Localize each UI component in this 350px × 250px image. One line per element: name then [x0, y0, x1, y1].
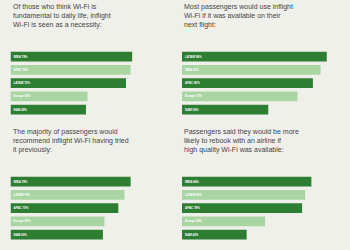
- svg-text:Europe 54%: Europe 54%: [185, 219, 202, 223]
- svg-text:APAC 85%: APAC 85%: [185, 81, 200, 85]
- svg-text:APAC 78%: APAC 78%: [14, 68, 29, 72]
- svg-text:NAM 49%: NAM 49%: [14, 108, 28, 112]
- svg-text:IMEA 78%: IMEA 78%: [14, 180, 28, 184]
- svg-text:NAM 60%: NAM 60%: [14, 233, 28, 237]
- svg-text:Of those who think Wi-Fi isfun: Of those who think Wi-Fi isfundamental t…: [13, 3, 111, 29]
- svg-text:APAC 78%: APAC 78%: [185, 206, 200, 210]
- svg-text:Europe 75%: Europe 75%: [185, 94, 202, 98]
- svg-text:Europe 61%: Europe 61%: [14, 219, 31, 223]
- svg-text:APAC 70%: APAC 70%: [14, 206, 29, 210]
- svg-text:Passengers said they would be: Passengers said they would be morelikely…: [184, 128, 299, 154]
- svg-text:IMEA 84%: IMEA 84%: [185, 180, 199, 184]
- svg-text:Europe 50%: Europe 50%: [14, 94, 31, 98]
- svg-text:LATAM 94%: LATAM 94%: [185, 55, 202, 59]
- svg-text:LATAM 75%: LATAM 75%: [14, 81, 31, 85]
- svg-text:Most passengers would use infl: Most passengers would use inflightWi-Fi …: [184, 3, 293, 29]
- svg-text:LATAM 80%: LATAM 80%: [185, 193, 202, 197]
- svg-text:NAM 56%: NAM 56%: [185, 108, 199, 112]
- svg-text:NAM 42%: NAM 42%: [185, 233, 199, 237]
- svg-text:The majority of passengers wou: The majority of passengers wouldrecommen…: [13, 128, 129, 154]
- svg-text:LATAM 74%: LATAM 74%: [14, 193, 31, 197]
- svg-text:IMEA 90%: IMEA 90%: [185, 68, 199, 72]
- svg-text:IMEA 79%: IMEA 79%: [14, 55, 28, 59]
